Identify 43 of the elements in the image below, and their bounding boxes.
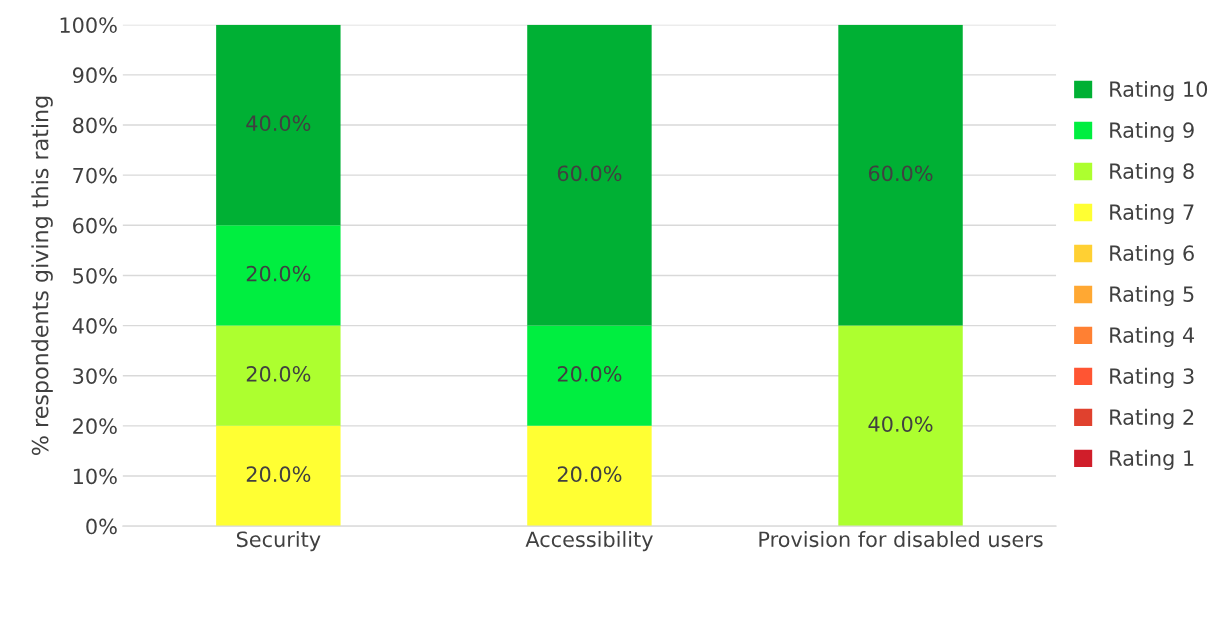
y-axis-title: % respondents giving this rating [31, 96, 53, 455]
legend-label: Rating 4 [1110, 326, 1195, 348]
legend-label: Rating 3 [1110, 367, 1194, 389]
y-tick-label: 80% [73, 117, 117, 134]
y-tick-label: 90% [72, 67, 117, 84]
legend-label: Rating 1 [1110, 449, 1194, 471]
data-label: 20.0% [557, 366, 622, 382]
legend-label: Rating 8 [1110, 162, 1194, 184]
legend-label: Rating 9 [1110, 121, 1194, 143]
data-label: 40.0% [246, 115, 311, 132]
y-tick-label: 100% [60, 17, 117, 33]
bar [838, 325, 963, 527]
bar [216, 225, 341, 326]
y-tick-label: 10% [73, 468, 117, 485]
bar [216, 325, 341, 426]
data-label: 20.0% [246, 366, 311, 382]
y-tick-label: 70% [73, 167, 117, 184]
legend-label: Rating 7 [1110, 203, 1194, 225]
bar [527, 425, 652, 527]
bar [527, 325, 652, 426]
data-label: 20.0% [246, 466, 311, 483]
y-tick-label: 30% [73, 368, 117, 384]
bar [527, 24, 652, 326]
y-tick-label: 0% [86, 518, 117, 535]
bar [216, 425, 341, 527]
legend-label: Rating 10 [1110, 80, 1208, 102]
x-tick-label: Accessibility [525, 531, 653, 552]
data-label: 60.0% [868, 165, 933, 182]
legend-label: Rating 2 [1110, 408, 1194, 430]
y-tick-label: 20% [73, 418, 117, 435]
data-label: 40.0% [868, 416, 933, 432]
x-tick-label: Security [236, 531, 321, 552]
data-label: 20.0% [246, 265, 311, 282]
data-label: 60.0% [557, 165, 622, 182]
data-label: 20.0% [557, 466, 622, 483]
bar [216, 24, 341, 226]
y-tick-label: 50% [73, 267, 117, 284]
legend-label: Rating 5 [1110, 285, 1194, 307]
bar [838, 24, 963, 326]
legend-label: Rating 6 [1110, 244, 1194, 266]
x-tick-label: Provision for disabled users [759, 531, 1043, 548]
y-tick-label: 60% [73, 217, 117, 234]
y-tick-label: 40% [72, 318, 117, 334]
